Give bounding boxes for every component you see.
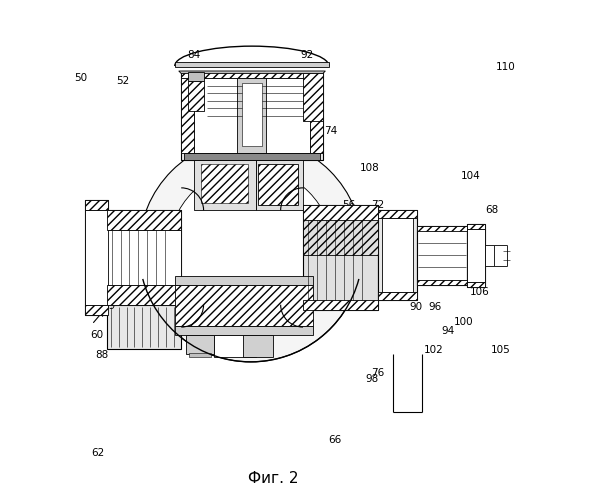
Text: 86: 86 xyxy=(102,264,115,274)
Polygon shape xyxy=(107,304,181,350)
Polygon shape xyxy=(85,200,108,210)
Polygon shape xyxy=(303,300,378,310)
Polygon shape xyxy=(467,224,485,228)
Text: Фиг. 2: Фиг. 2 xyxy=(248,471,298,486)
Polygon shape xyxy=(467,228,485,282)
Circle shape xyxy=(139,138,363,362)
Polygon shape xyxy=(193,78,310,153)
Text: 52: 52 xyxy=(116,76,129,86)
Polygon shape xyxy=(186,334,214,354)
Polygon shape xyxy=(175,62,329,67)
Polygon shape xyxy=(193,160,256,210)
Text: 54: 54 xyxy=(89,200,102,210)
Bar xyxy=(237,78,266,153)
Polygon shape xyxy=(378,292,418,300)
Polygon shape xyxy=(107,230,181,285)
Text: 104: 104 xyxy=(461,172,481,181)
Text: 106: 106 xyxy=(469,288,490,298)
Polygon shape xyxy=(378,210,418,218)
Polygon shape xyxy=(181,71,323,160)
Polygon shape xyxy=(179,71,325,74)
Text: 76: 76 xyxy=(371,368,384,378)
Text: 64: 64 xyxy=(264,81,277,91)
Text: 96: 96 xyxy=(429,302,442,312)
Polygon shape xyxy=(256,160,303,210)
Text: 74: 74 xyxy=(324,126,337,136)
Text: 110: 110 xyxy=(496,62,516,72)
Bar xyxy=(242,84,262,146)
Polygon shape xyxy=(381,218,413,292)
Bar xyxy=(188,353,211,357)
Text: 105: 105 xyxy=(491,346,511,356)
Polygon shape xyxy=(303,74,323,120)
Polygon shape xyxy=(258,164,298,205)
Text: 94: 94 xyxy=(442,326,455,336)
Text: 70: 70 xyxy=(391,268,404,278)
Text: 88: 88 xyxy=(95,350,108,360)
Polygon shape xyxy=(107,210,181,304)
Polygon shape xyxy=(310,78,323,153)
Text: 100: 100 xyxy=(453,317,473,327)
Polygon shape xyxy=(467,224,485,288)
Polygon shape xyxy=(201,164,248,203)
Polygon shape xyxy=(418,226,467,285)
Polygon shape xyxy=(467,282,485,288)
Polygon shape xyxy=(303,205,378,220)
Polygon shape xyxy=(175,276,313,285)
Bar xyxy=(188,72,203,81)
Polygon shape xyxy=(175,285,313,326)
Polygon shape xyxy=(303,205,378,310)
Text: 56: 56 xyxy=(342,200,355,210)
Text: 84: 84 xyxy=(187,50,200,60)
Polygon shape xyxy=(418,280,467,285)
Text: 50: 50 xyxy=(74,74,87,84)
Polygon shape xyxy=(181,78,193,153)
Text: 108: 108 xyxy=(360,163,380,173)
Polygon shape xyxy=(175,326,313,334)
Polygon shape xyxy=(303,205,378,255)
Polygon shape xyxy=(85,200,108,314)
Polygon shape xyxy=(418,226,467,231)
Polygon shape xyxy=(188,81,203,111)
Polygon shape xyxy=(85,210,108,304)
Text: 89: 89 xyxy=(102,300,116,310)
Text: 60: 60 xyxy=(90,330,103,340)
Polygon shape xyxy=(214,334,256,357)
Text: 92: 92 xyxy=(301,50,314,60)
Text: 58: 58 xyxy=(237,81,250,91)
Text: 102: 102 xyxy=(423,346,443,356)
Polygon shape xyxy=(85,304,108,314)
Polygon shape xyxy=(107,285,181,304)
Polygon shape xyxy=(184,152,320,160)
Circle shape xyxy=(169,168,333,332)
Text: 62: 62 xyxy=(92,448,105,458)
Text: 90: 90 xyxy=(410,302,423,312)
Text: 68: 68 xyxy=(485,205,498,215)
Text: 72: 72 xyxy=(371,200,384,210)
Polygon shape xyxy=(243,334,273,357)
Text: 98: 98 xyxy=(365,374,378,384)
Polygon shape xyxy=(181,71,323,78)
Polygon shape xyxy=(378,210,418,300)
Polygon shape xyxy=(107,210,181,230)
Polygon shape xyxy=(485,245,495,266)
Text: 66: 66 xyxy=(329,435,342,445)
